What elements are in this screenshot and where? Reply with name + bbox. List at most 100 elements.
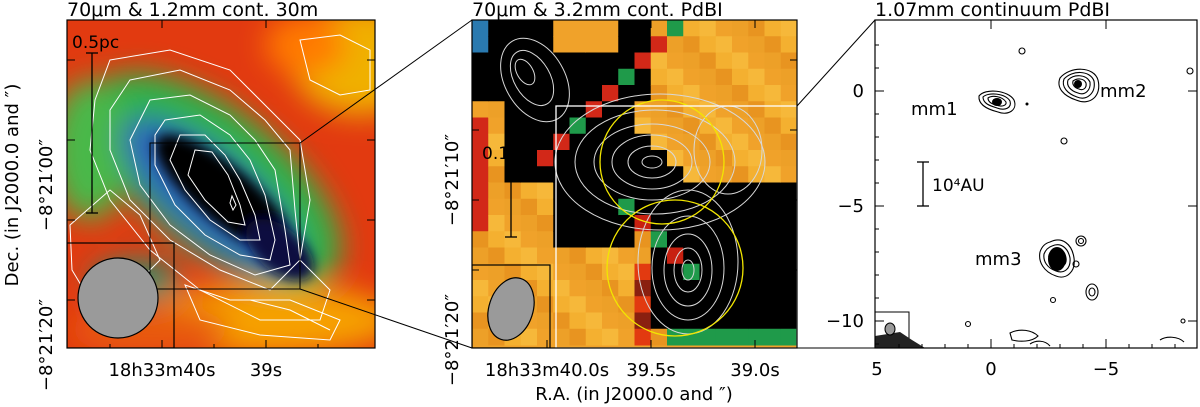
pixel-cell [488, 182, 505, 200]
pixel-cell [618, 312, 635, 330]
pixel-cell [780, 215, 797, 232]
pixel-cell [618, 280, 635, 297]
pixel-cell [537, 328, 554, 346]
pixel-cell [504, 231, 522, 248]
pixel-cell [472, 101, 489, 118]
pixel-cell [504, 117, 522, 135]
pixel-cell [602, 247, 619, 265]
pixel-cell [764, 280, 782, 297]
pixel-cell [634, 231, 652, 248]
pixel-cell [520, 198, 538, 216]
panel-3-scalebar: 10⁴AU [917, 161, 985, 207]
pixel-cell [520, 328, 538, 346]
pixel-cell [764, 263, 782, 281]
pixel-cell [472, 36, 489, 53]
pixel-cell [553, 150, 570, 167]
pixel-cell [488, 150, 505, 167]
pixel-cell [699, 182, 717, 200]
pixel-cell [715, 36, 733, 53]
pixel-cell [650, 166, 668, 183]
pixel-cell [699, 166, 717, 183]
pixel-cell [488, 20, 505, 37]
pixel-cell [780, 231, 797, 248]
pixel-cell [650, 263, 668, 281]
pixel-cell [732, 133, 749, 151]
pixel-cell [618, 247, 635, 265]
pixel-cell [488, 68, 505, 86]
panel-3-ytick-0: 0 [853, 81, 864, 102]
pixel-cell [553, 312, 570, 330]
pixel-cell [764, 198, 782, 216]
pixel-cell [667, 85, 684, 102]
pixel-cell [683, 328, 700, 346]
pixel-cell [699, 85, 717, 102]
pixel-cell [569, 312, 587, 330]
pixel-cell [764, 68, 782, 86]
pixel-cell [699, 150, 717, 167]
pixel-cell [569, 215, 587, 232]
panel-3-ytick-2: −10 [826, 311, 864, 332]
pixel-cell [472, 166, 489, 183]
pixel-cell [715, 133, 733, 151]
pixel-cell [569, 328, 587, 346]
pixel-cell [634, 280, 652, 297]
pixel-cell [780, 280, 797, 297]
pixel-cell [537, 263, 554, 281]
pixel-cell [748, 263, 765, 281]
panel-2-beam [487, 277, 535, 341]
pixel-cell [764, 166, 782, 183]
source-label-mm2: mm2 [1100, 81, 1147, 102]
pixel-cell [683, 68, 700, 86]
pixel-cell [650, 182, 668, 200]
pixel-cell [732, 85, 749, 102]
pixel-cell [602, 263, 619, 281]
panel-2-xtick-2: 39.0s [730, 360, 779, 381]
pixel-cell [504, 166, 522, 183]
pixel-cell [504, 247, 522, 265]
pixel-cell [650, 231, 668, 248]
pixel-cell [537, 296, 554, 313]
pixel-cell [618, 328, 635, 346]
pixel-cell [602, 150, 619, 167]
panel-2-scalebar-label: 0.1pc [482, 144, 529, 164]
pixel-cell [634, 296, 652, 313]
pixel-cell [748, 68, 765, 86]
pixel-cell [602, 215, 619, 232]
pixel-cell [764, 85, 782, 102]
pixel-cell [569, 263, 587, 281]
pixel-cell [585, 312, 603, 330]
pixel-cell [602, 52, 619, 70]
pixel-cell [585, 198, 603, 216]
pixel-cell [585, 263, 603, 281]
panel-1-xtick-1: 39s [250, 360, 282, 381]
pixel-cell [585, 328, 603, 346]
pixel-cell [715, 280, 733, 297]
pixel-cell [618, 20, 635, 37]
panel-2-ytick-1: −8°21′20″ [442, 294, 463, 386]
pixel-cell [585, 36, 603, 53]
pixel-cell [634, 20, 652, 37]
pixel-cell [650, 247, 668, 265]
pixel-cell [472, 85, 489, 102]
pixel-cell [520, 182, 538, 200]
pixel-cell [569, 166, 587, 183]
pixel-cell [553, 182, 570, 200]
pixel-cell [504, 215, 522, 232]
pixel-cell [585, 101, 603, 118]
pixel-cell [780, 247, 797, 265]
pixel-cell [520, 150, 538, 167]
pixel-cell [699, 312, 717, 330]
pixel-cell [472, 68, 489, 86]
pixel-cell [537, 215, 554, 232]
pixel-cell [699, 20, 717, 37]
pixel-cell [732, 150, 749, 167]
pixel-cell [764, 247, 782, 265]
pixel-cell [667, 101, 684, 118]
pixel-cell [602, 85, 619, 102]
pixel-cell [715, 68, 733, 86]
pixel-cell [715, 247, 733, 265]
pixel-cell [472, 247, 489, 265]
pixel-cell [634, 36, 652, 53]
pixel-cell [618, 133, 635, 151]
pixel-cell [732, 215, 749, 232]
